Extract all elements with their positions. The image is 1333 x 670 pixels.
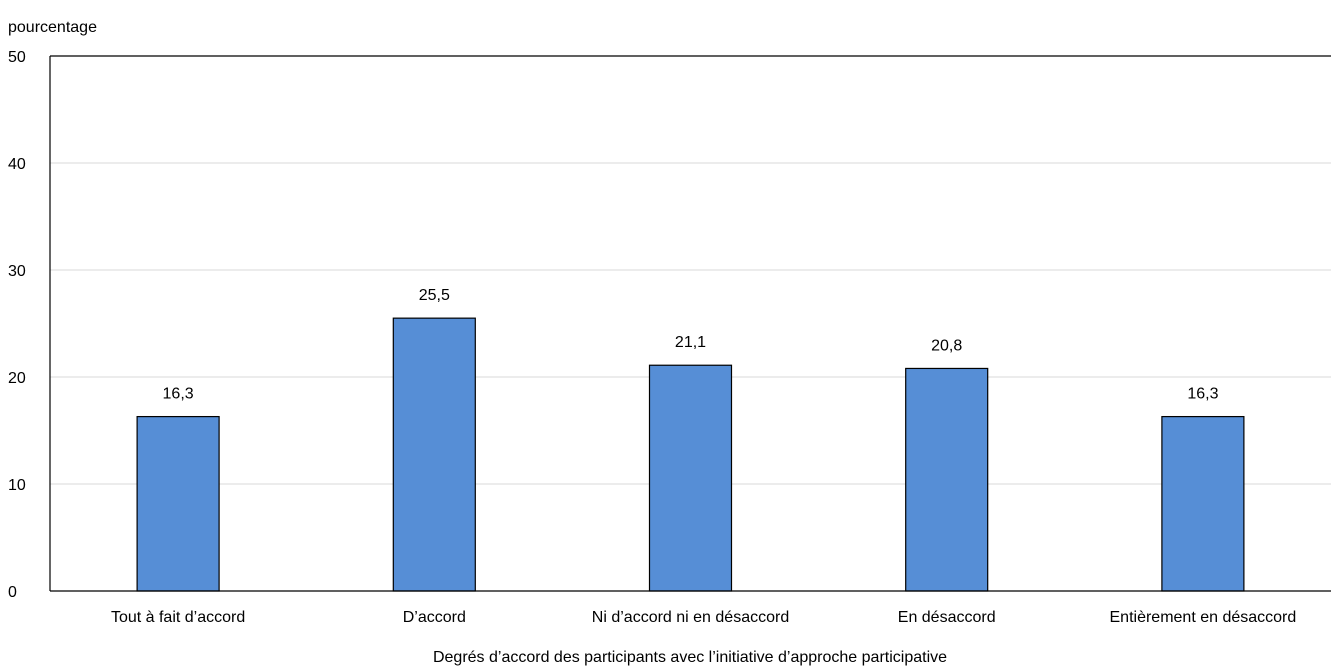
labels: 0 10 20 30 40 50 16,3 Tout à fait d’accord 25,5 D… bbox=[8, 49, 1296, 626]
x-axis-title: Degrés d’accord des participants avec l’… bbox=[433, 649, 947, 666]
x-tick-label: D’accord bbox=[403, 609, 466, 626]
y-tick-label: 20 bbox=[8, 370, 26, 387]
y-tick-label: 10 bbox=[8, 477, 26, 494]
data-label: 25,5 bbox=[419, 287, 450, 304]
bar bbox=[648, 364, 733, 592]
y-tick-label: 30 bbox=[8, 263, 26, 280]
x-tick-label: En désaccord bbox=[898, 609, 996, 626]
y-tick-label: 0 bbox=[8, 584, 17, 601]
bar bbox=[905, 367, 989, 592]
bar bbox=[392, 317, 476, 592]
x-tick-label: Ni d’accord ni en désaccord bbox=[592, 609, 789, 626]
axes bbox=[49, 55, 1331, 592]
y-tick-label: 40 bbox=[8, 156, 26, 173]
bar bbox=[136, 415, 220, 592]
y-axis-title: pourcentage bbox=[8, 19, 97, 36]
x-tick-label: Entièrement en désaccord bbox=[1110, 609, 1297, 626]
data-label: 16,3 bbox=[1187, 386, 1218, 403]
data-label: 21,1 bbox=[675, 334, 706, 351]
data-label: 20,8 bbox=[931, 337, 962, 354]
data-label: 16,3 bbox=[163, 386, 194, 403]
x-tick-label: Tout à fait d’accord bbox=[111, 609, 245, 626]
bar bbox=[1161, 415, 1245, 592]
bars bbox=[136, 317, 1245, 592]
y-tick-label: 50 bbox=[8, 49, 26, 66]
